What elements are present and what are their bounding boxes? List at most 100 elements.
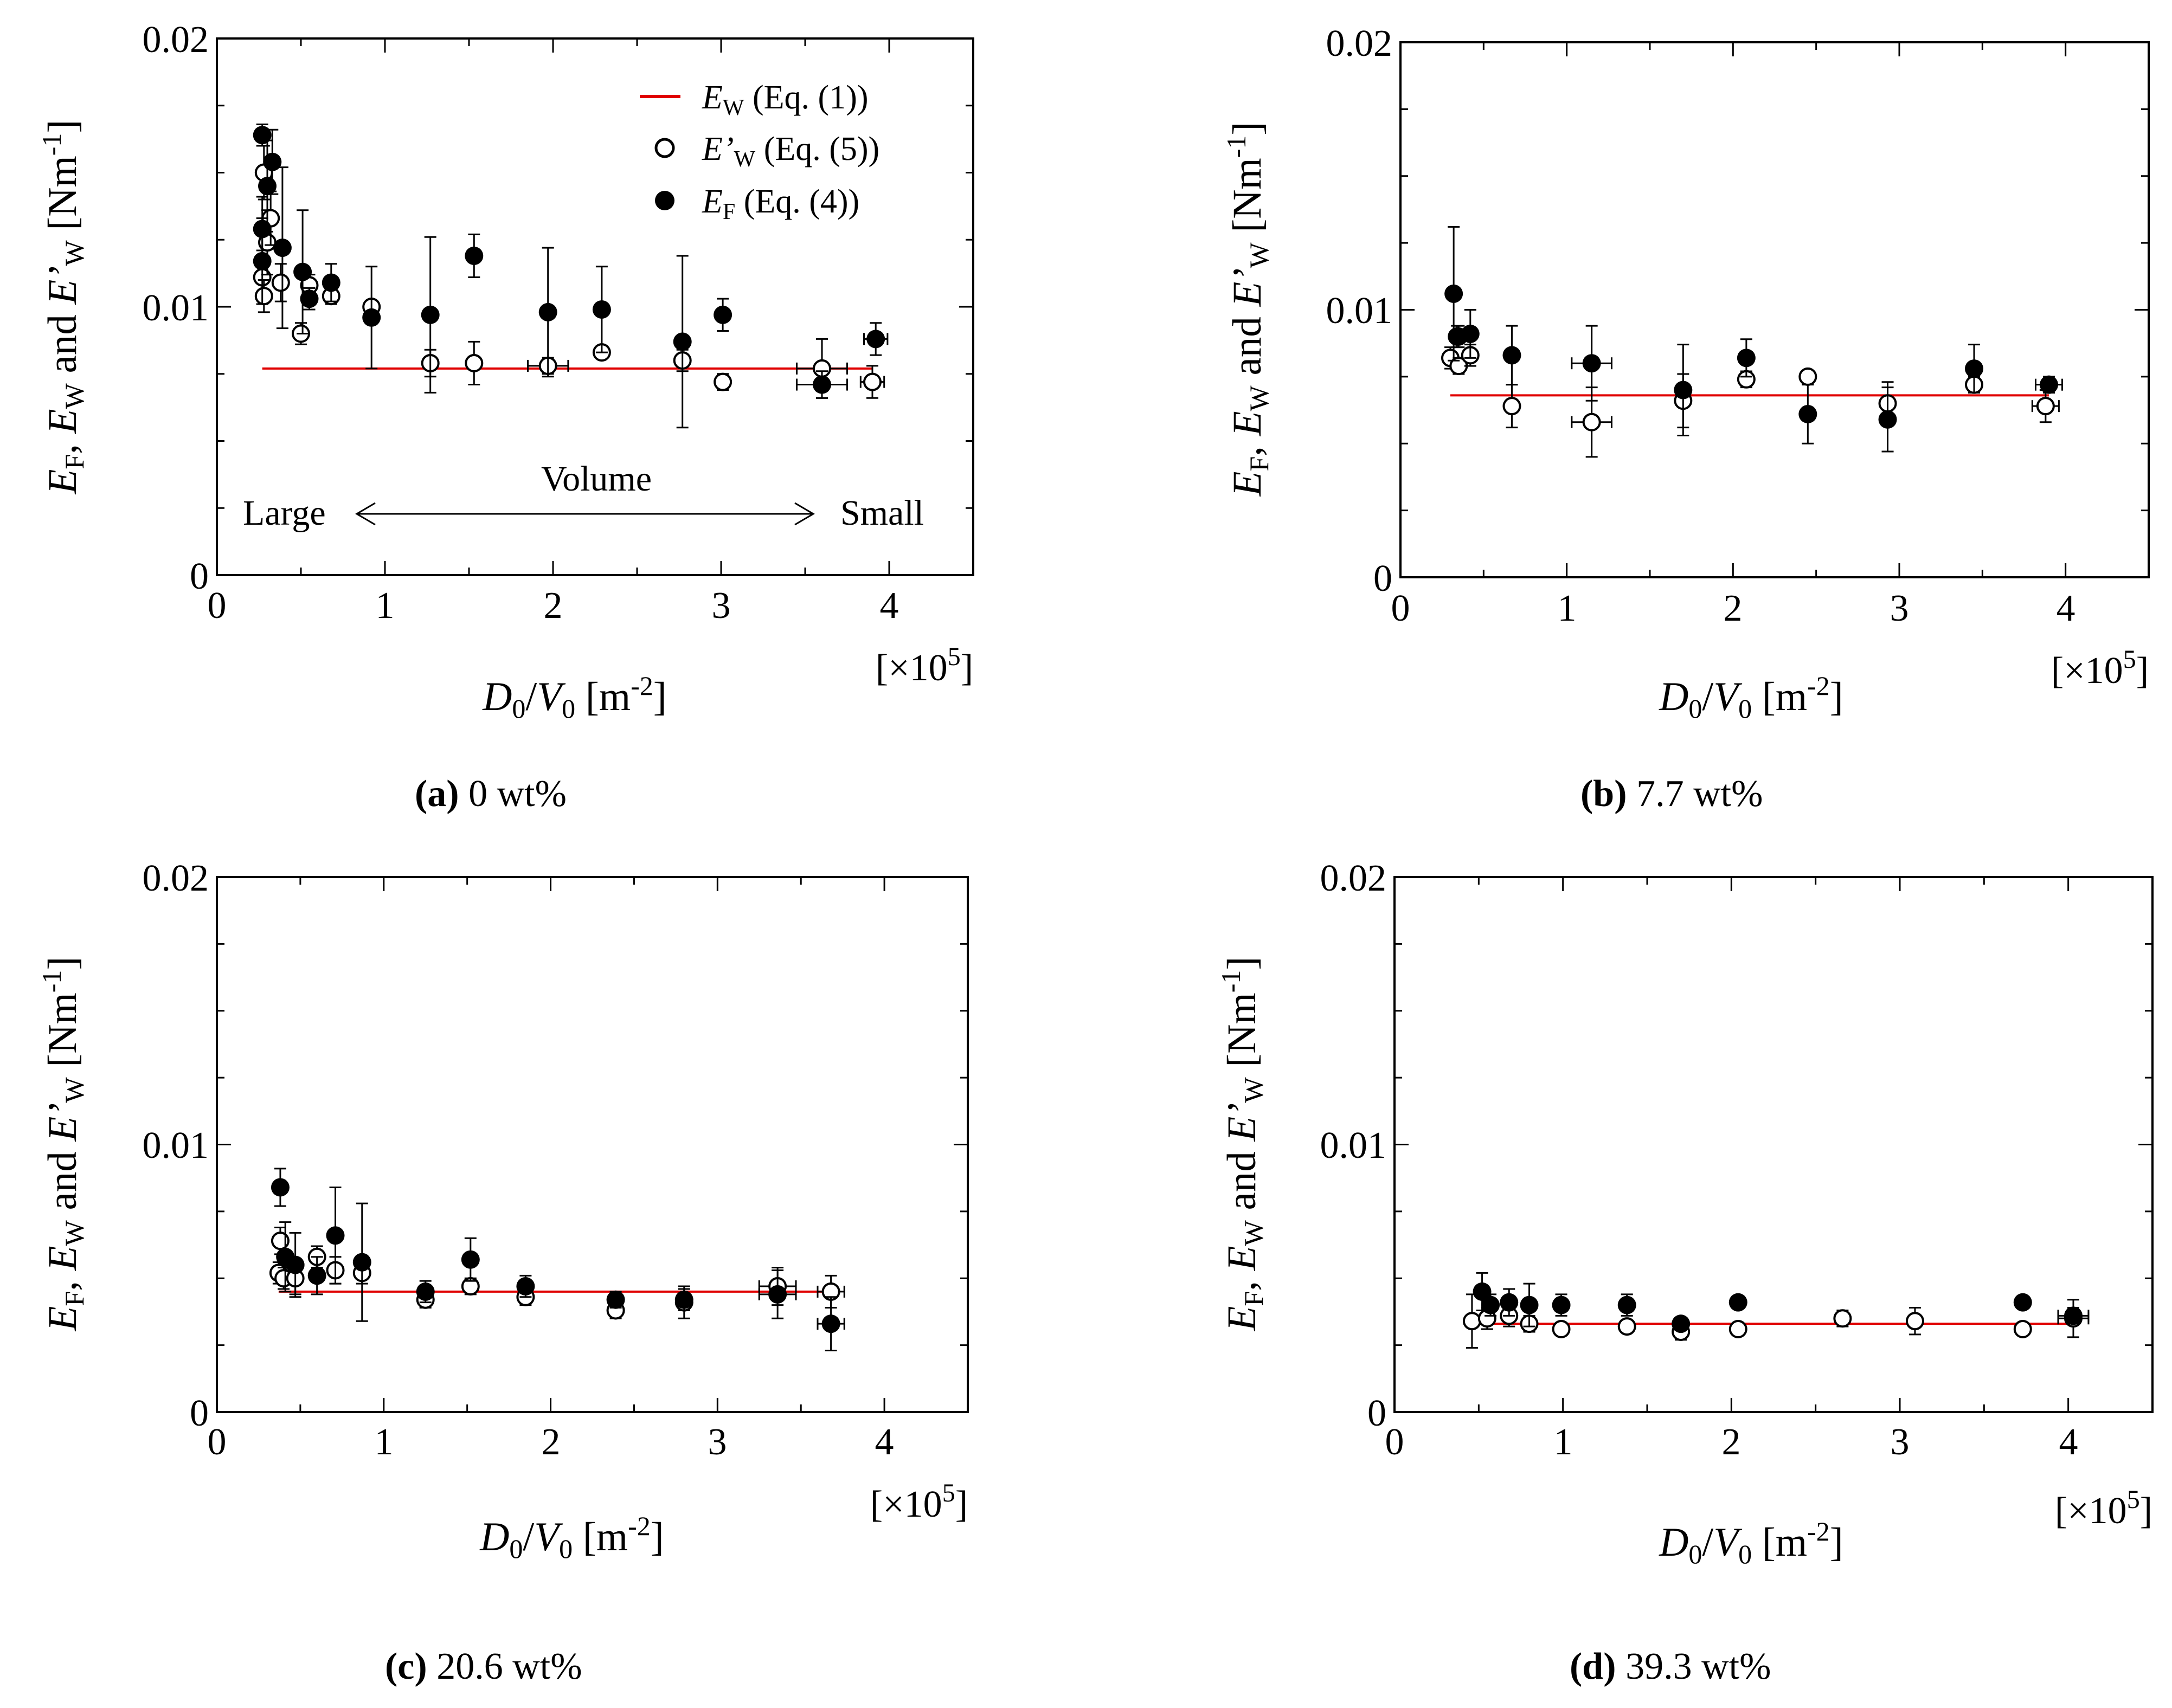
x-label-unit: [m [575, 674, 631, 719]
y-label-ew-sub: W [1244, 385, 1274, 411]
data-point-ew-prime [1552, 1320, 1571, 1339]
data-point-ef [1520, 1295, 1539, 1314]
x-multiplier: [×105] [2051, 645, 2149, 692]
volume-annotation: Large Volume Small [243, 459, 924, 533]
y-label-ef-sub: F [59, 454, 89, 469]
x-tick-label: 2 [542, 1421, 561, 1463]
y-tick-labels: 0.02 0.01 0 [143, 19, 209, 597]
x-tick-labels: 0 1 2 3 4 [1385, 1421, 2078, 1463]
series-ef [271, 1168, 845, 1351]
data-point-ef [352, 1253, 371, 1272]
plot-frame [1399, 41, 2150, 578]
y-label-ef: E [1219, 1306, 1264, 1332]
data-point-ef [253, 126, 272, 145]
data-point-ef [516, 1277, 535, 1296]
series-ew-prime [1462, 1293, 2090, 1349]
y-label-and: and [1219, 1141, 1264, 1220]
data-point-ef [1617, 1295, 1636, 1314]
y-label-ewp-sub: W [59, 240, 89, 266]
y-label-ew: E [1225, 411, 1270, 436]
x-label-v-sub: 0 [559, 1533, 573, 1564]
data-point-ef [1965, 359, 1983, 378]
x-tick-labels: 0 1 2 3 4 [208, 585, 899, 627]
x-axis-label: D0/V0 [m-2] [1659, 671, 1843, 724]
x-label-unit-sup: -2 [1807, 1516, 1830, 1546]
axis-ticks [1399, 41, 2150, 578]
caption-text: 0 wt% [459, 773, 567, 815]
legend-ewp-sub: W [734, 147, 756, 172]
data-point-ef [714, 305, 732, 324]
x-multiplier-sup: 5 [942, 1479, 955, 1507]
x-axis-label: D0/V0 [m-2] [479, 1511, 664, 1564]
data-point-ef [273, 239, 292, 257]
x-label-unit-close: ] [1830, 1520, 1843, 1565]
y-label-unit-sup: -1 [1221, 136, 1251, 158]
data-point-ef [673, 332, 692, 351]
data-point-ew-prime [2013, 1320, 2032, 1339]
x-label-d: D [1659, 1520, 1688, 1565]
y-label-ef: E [40, 469, 85, 495]
x-tick-label: 1 [375, 1421, 394, 1463]
x-multiplier-close: ] [2136, 650, 2149, 692]
x-tick-label: 3 [1890, 588, 1909, 629]
plot-content [253, 123, 889, 429]
x-tick-labels: 0 1 2 3 4 [208, 1421, 894, 1463]
y-tick-label: 0 [190, 556, 209, 597]
data-point-ef [768, 1285, 787, 1304]
annotation-volume: Volume [541, 459, 652, 499]
legend-ew-sym: E [702, 79, 723, 116]
x-multiplier-open: [×10 [2055, 1490, 2127, 1532]
data-point-ew-prime [271, 1232, 290, 1251]
y-label-ewp-sub: W [1244, 242, 1274, 268]
x-tick-label: 4 [2057, 588, 2075, 629]
x-label-unit: [m [1752, 1520, 1807, 1565]
series-ew-prime [1441, 325, 2060, 458]
axis-ticks [216, 37, 974, 576]
panel-d: 0.02 0.01 0 0 1 2 3 4 [×105] D0/V0 [m-2]… [1216, 858, 2154, 1569]
data-point-ef [1502, 346, 1521, 365]
data-point-ef [293, 262, 312, 281]
panel-a: 0.02 0.01 0 0 1 2 3 4 [×105] D0/V0 [m-2]… [36, 19, 974, 724]
axis-ticks [1393, 876, 2154, 1413]
plot-content [269, 1168, 845, 1351]
y-axis-label: EF, EW and E’W [Nm-1] [36, 957, 89, 1332]
y-label-unit-sup: -1 [36, 133, 67, 156]
panel-c: 0.02 0.01 0 0 1 2 3 4 [×105] D0/V0 [m-2]… [36, 858, 969, 1564]
x-tick-label: 0 [1385, 1421, 1404, 1463]
x-label-d: D [479, 1514, 509, 1559]
caption-b: (b) 7.7 wt% [1580, 772, 1763, 816]
x-tick-label: 4 [875, 1421, 894, 1463]
y-tick-labels: 0.02 0.01 0 [143, 858, 209, 1434]
data-point-ef [1582, 354, 1601, 373]
caption-text: 20.6 wt% [427, 1646, 582, 1687]
series-ef [1444, 226, 2064, 453]
legend-label-ew: EW (Eq. (1)) [702, 79, 869, 120]
x-multiplier-open: [×10 [876, 647, 948, 689]
data-point-ew-prime [863, 372, 882, 391]
data-point-ef [606, 1290, 625, 1309]
x-axis-label: D0/V0 [m-2] [482, 671, 667, 724]
legend-ewp-sym: E’ [702, 131, 734, 167]
x-tick-label: 2 [1722, 1421, 1741, 1463]
caption-d: (d) 39.3 wt% [1570, 1645, 1771, 1688]
x-tick-label: 4 [2059, 1421, 2078, 1463]
y-label-unit-close: ] [40, 957, 85, 970]
caption-letter: (a) [415, 773, 459, 815]
data-point-ef [1672, 1314, 1691, 1333]
x-label-unit-close: ] [653, 674, 667, 719]
data-point-ef [263, 152, 282, 171]
x-tick-label: 1 [1554, 1421, 1573, 1463]
annotation-arrowhead-left [355, 502, 376, 526]
y-axis-label: EF, EW and E’W [Nm-1] [1216, 957, 1269, 1332]
x-tick-label: 0 [208, 585, 227, 627]
x-label-slash: / [1702, 1520, 1713, 1565]
x-label-d: D [482, 674, 512, 719]
data-point-ef [674, 1290, 693, 1309]
x-label-v-sub: 0 [1738, 693, 1752, 724]
annotation-large: Large [243, 493, 326, 533]
x-label-d-sub: 0 [1688, 693, 1702, 724]
data-point-ew-prime [465, 353, 484, 372]
data-point-ef [2013, 1293, 2032, 1312]
data-point-ef [1674, 381, 1693, 399]
